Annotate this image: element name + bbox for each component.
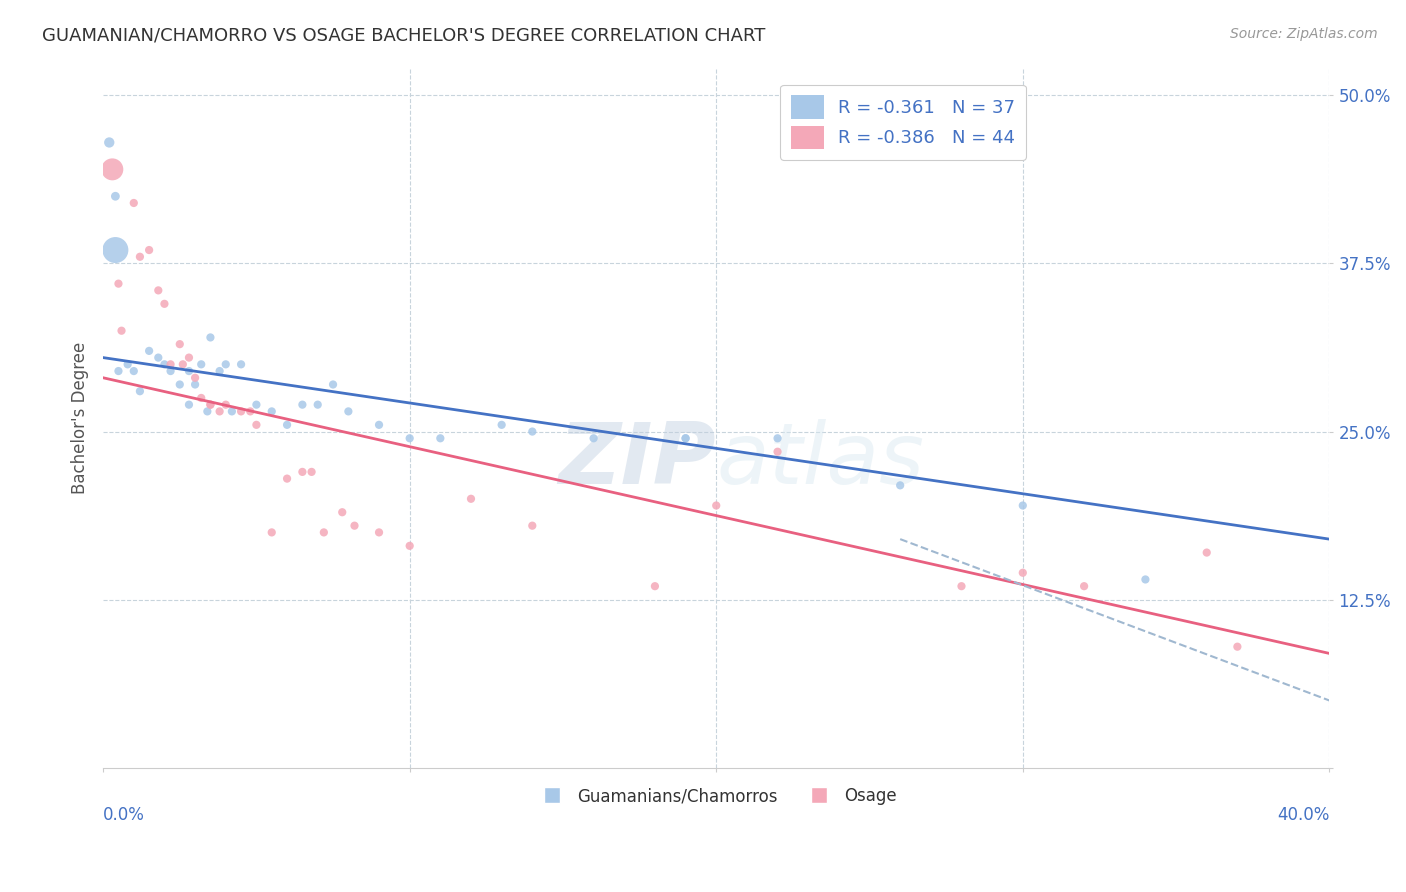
Point: [398, 539, 420, 553]
Point: [101, 162, 124, 177]
Point: [104, 243, 127, 257]
Point: [148, 351, 170, 365]
Point: [215, 357, 238, 371]
Point: [195, 404, 218, 418]
Text: GUAMANIAN/CHAMORRO VS OSAGE BACHELOR'S DEGREE CORRELATION CHART: GUAMANIAN/CHAMORRO VS OSAGE BACHELOR'S D…: [42, 27, 765, 45]
Point: [343, 518, 366, 533]
Point: [766, 431, 789, 445]
Point: [177, 398, 200, 412]
Point: [1135, 573, 1157, 587]
Point: [159, 357, 181, 371]
Y-axis label: Bachelor's Degree: Bachelor's Degree: [72, 342, 89, 494]
Point: [122, 196, 145, 211]
Point: [208, 404, 231, 418]
Point: [129, 250, 152, 264]
Point: [107, 364, 129, 378]
Point: [117, 357, 139, 371]
Text: atlas: atlas: [716, 418, 924, 501]
Point: [229, 357, 252, 371]
Point: [200, 330, 222, 344]
Point: [330, 505, 353, 519]
Point: [950, 579, 973, 593]
Text: Source: ZipAtlas.com: Source: ZipAtlas.com: [1230, 27, 1378, 41]
Point: [169, 377, 191, 392]
Point: [104, 189, 127, 203]
Point: [307, 398, 329, 412]
Point: [582, 431, 605, 445]
Point: [889, 478, 911, 492]
Point: [1073, 579, 1095, 593]
Point: [368, 417, 391, 432]
Point: [491, 417, 513, 432]
Point: [122, 364, 145, 378]
Point: [107, 277, 129, 291]
Point: [460, 491, 482, 506]
Point: [260, 525, 283, 540]
Point: [138, 243, 160, 257]
Point: [110, 324, 132, 338]
Point: [190, 357, 212, 371]
Point: [169, 337, 191, 351]
Point: [766, 444, 789, 458]
Point: [129, 384, 152, 399]
Point: [704, 499, 727, 513]
Point: [159, 364, 181, 378]
Text: 40.0%: 40.0%: [1277, 806, 1329, 824]
Point: [429, 431, 451, 445]
Point: [368, 525, 391, 540]
Point: [322, 377, 344, 392]
Point: [291, 398, 314, 412]
Point: [291, 465, 314, 479]
Point: [337, 404, 360, 418]
Point: [153, 297, 176, 311]
Point: [522, 425, 544, 439]
Point: [221, 404, 243, 418]
Legend: Guamanians/Chamorros, Osage: Guamanians/Chamorros, Osage: [529, 780, 904, 812]
Text: 0.0%: 0.0%: [103, 806, 145, 824]
Point: [260, 404, 283, 418]
Point: [245, 398, 267, 412]
Point: [1226, 640, 1249, 654]
Point: [1011, 499, 1033, 513]
Point: [148, 284, 170, 298]
Point: [208, 364, 231, 378]
Point: [200, 398, 222, 412]
Point: [312, 525, 335, 540]
Point: [177, 351, 200, 365]
Point: [190, 391, 212, 405]
Point: [675, 431, 697, 445]
Point: [239, 404, 262, 418]
Text: ZIP: ZIP: [558, 418, 716, 501]
Point: [276, 417, 298, 432]
Point: [522, 518, 544, 533]
Point: [301, 465, 323, 479]
Point: [644, 579, 666, 593]
Point: [177, 364, 200, 378]
Point: [200, 398, 222, 412]
Point: [398, 431, 420, 445]
Point: [675, 431, 697, 445]
Point: [184, 371, 207, 385]
Point: [229, 404, 252, 418]
Point: [1195, 545, 1218, 559]
Point: [276, 472, 298, 486]
Point: [184, 377, 207, 392]
Point: [1011, 566, 1033, 580]
Point: [172, 357, 194, 371]
Point: [245, 417, 267, 432]
Point: [98, 136, 121, 150]
Point: [138, 343, 160, 358]
Point: [153, 357, 176, 371]
Point: [215, 398, 238, 412]
